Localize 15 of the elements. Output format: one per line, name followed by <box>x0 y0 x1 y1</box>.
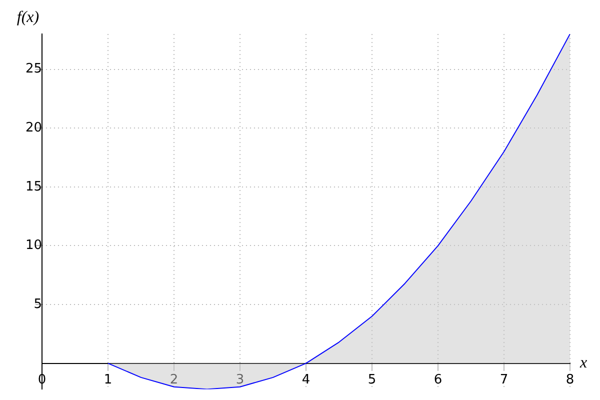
x-tick-label: 3 <box>236 372 244 388</box>
y-tick-label: 25 <box>25 62 42 77</box>
x-tick-label: 2 <box>170 372 178 388</box>
y-tick-label: 5 <box>34 296 42 312</box>
y-tick-label: 10 <box>25 238 42 254</box>
x-axis-title: x <box>579 354 588 372</box>
x-tick-label: 4 <box>302 372 310 388</box>
x-tick-label: 1 <box>104 372 112 388</box>
x-tick-label: 7 <box>500 372 508 388</box>
y-axis-title: f(x) <box>16 9 40 26</box>
y-tick-label: 15 <box>25 179 42 194</box>
x-tick-label: 5 <box>368 372 376 388</box>
x-tick-label: 6 <box>434 372 442 388</box>
x-tick-label: 8 <box>566 372 574 388</box>
y-tick-label: 20 <box>25 120 42 136</box>
